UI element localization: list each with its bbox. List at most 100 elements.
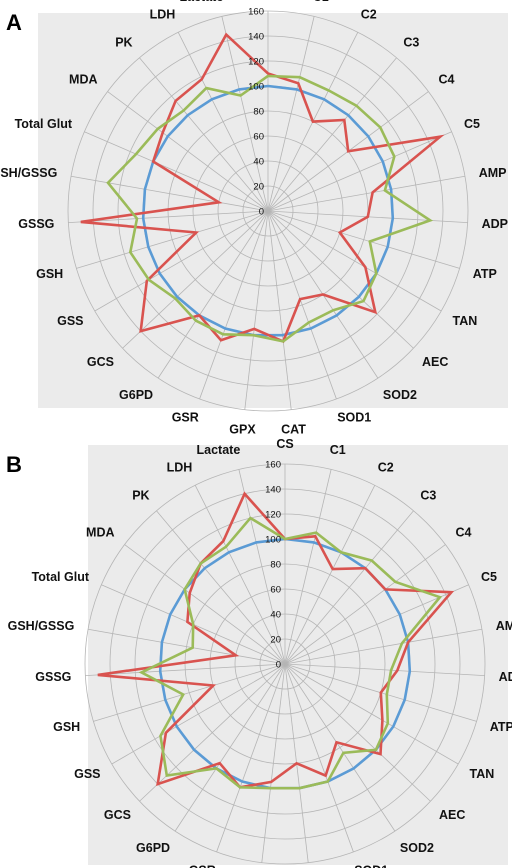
category-label: ATP — [490, 720, 512, 734]
grid-spoke — [284, 469, 332, 665]
category-label: G6PD — [119, 388, 153, 402]
radial-tick-label: 20 — [253, 182, 264, 193]
category-label: PK — [132, 489, 149, 503]
radial-tick-label: 120 — [248, 57, 264, 68]
grid-spoke — [174, 663, 286, 832]
radial-tick-label: 100 — [265, 535, 281, 546]
category-label: MDA — [69, 73, 97, 87]
radial-tick-label: 0 — [259, 207, 264, 218]
grid-spoke — [284, 663, 431, 802]
radial-tick-label: 40 — [270, 610, 281, 621]
grid-spoke — [284, 485, 376, 665]
radial-tick-label: 160 — [248, 7, 264, 18]
series-lines — [97, 491, 455, 790]
grid-spoke — [284, 628, 483, 665]
radial-tick-label: 140 — [248, 32, 264, 43]
category-label: C4 — [456, 526, 472, 540]
radial-tick-label: 160 — [265, 460, 281, 471]
panel-label: B — [6, 452, 22, 477]
category-label: ATP — [473, 267, 497, 281]
category-label: GSR — [189, 864, 216, 868]
category-label: PK — [115, 36, 132, 50]
category-label: SOD1 — [354, 864, 388, 868]
category-label: C2 — [378, 460, 394, 474]
grid-spoke — [267, 57, 397, 212]
grid-spoke — [68, 210, 269, 224]
grid-spoke — [84, 131, 269, 212]
grid-spoke — [94, 210, 269, 312]
grid-spoke — [85, 663, 286, 677]
category-label: Total Glut — [15, 117, 73, 131]
grid-spoke — [267, 210, 442, 312]
grid-spoke — [284, 663, 485, 677]
radial-tick-label: 120 — [265, 510, 281, 521]
category-label: AEC — [422, 355, 448, 369]
radial-tick-label: 40 — [253, 157, 264, 168]
category-label: CS — [276, 437, 293, 451]
category-label: Total Glut — [32, 570, 90, 584]
grid-spoke — [284, 663, 459, 765]
grid-spoke — [267, 210, 460, 269]
radial-tick-label: 80 — [253, 107, 264, 118]
category-label: SOD1 — [337, 411, 371, 425]
category-label: C3 — [403, 36, 419, 50]
grid-spoke — [267, 210, 337, 400]
grid-spoke — [284, 663, 396, 832]
category-label: MDA — [86, 526, 114, 540]
panel-label: A — [6, 10, 22, 35]
category-labels: CSC1C2C3C4C5AMPADPATPTANAECSOD2SOD1CATGP… — [0, 0, 508, 437]
tick-labels: 0 20 40 60 80 100 120 140 160 — [248, 7, 264, 218]
radial-tick-label: 140 — [265, 485, 281, 496]
category-label: TAN — [470, 767, 495, 781]
radial-tick-label: 60 — [270, 585, 281, 596]
grid-spoke — [139, 57, 269, 212]
category-label: AMP — [496, 619, 512, 633]
grid-spoke — [76, 210, 269, 269]
category-label: G6PD — [136, 841, 170, 855]
category-label: GSH — [53, 720, 80, 734]
grid-spoke — [107, 91, 269, 212]
series-line-2 — [80, 32, 445, 344]
grid-spoke — [111, 663, 286, 765]
plot-background — [88, 445, 508, 865]
category-label: GSH — [36, 267, 63, 281]
radial-tick-label: 100 — [248, 82, 264, 93]
grid-spoke — [267, 210, 292, 410]
radar-grid — [67, 10, 469, 412]
radar-panel-a: A 0 20 40 60 80 100 120 140 160 CSC1C2C3C4C5AMPA… — [0, 0, 508, 437]
category-label: Lactate — [180, 0, 224, 4]
grid-spoke — [284, 510, 414, 665]
category-label: C2 — [361, 7, 377, 21]
category-label: GPX — [229, 423, 256, 437]
grid-spoke — [216, 663, 286, 853]
grid-spoke — [284, 544, 446, 665]
grid-spoke — [70, 175, 269, 212]
series-line-3 — [106, 74, 434, 343]
category-label: C3 — [420, 489, 436, 503]
radial-tick-label: 60 — [253, 132, 264, 143]
category-label: C1 — [330, 443, 346, 457]
category-label: GCS — [87, 355, 114, 369]
grid-spoke — [177, 32, 269, 212]
radial-tick-label: 80 — [270, 560, 281, 571]
grid-spoke — [267, 131, 452, 212]
radar-grid — [84, 463, 486, 865]
grid-spoke — [284, 663, 354, 853]
category-label: AEC — [439, 808, 465, 822]
grid-spoke — [221, 16, 269, 212]
grid-spoke — [156, 510, 286, 665]
category-label: GSSG — [35, 670, 71, 684]
grid-spoke — [199, 210, 269, 400]
grid-spoke — [124, 544, 286, 665]
category-label: GSS — [57, 314, 83, 328]
radar-panel-b: B 0 20 40 60 80 100 120 140 160 CS C1 C2 C3 C4 C5 AMP A… — [6, 437, 512, 868]
category-label: C4 — [439, 73, 455, 87]
radial-tick-label: 0 — [276, 660, 281, 671]
tick-labels: 0 20 40 60 80 100 120 140 160 — [265, 460, 281, 671]
grid-spoke — [87, 628, 286, 665]
category-label: GSH/GSSG — [0, 166, 57, 180]
category-label: C1 — [313, 0, 329, 4]
grid-spoke — [267, 175, 466, 212]
grid-spoke — [157, 210, 269, 379]
